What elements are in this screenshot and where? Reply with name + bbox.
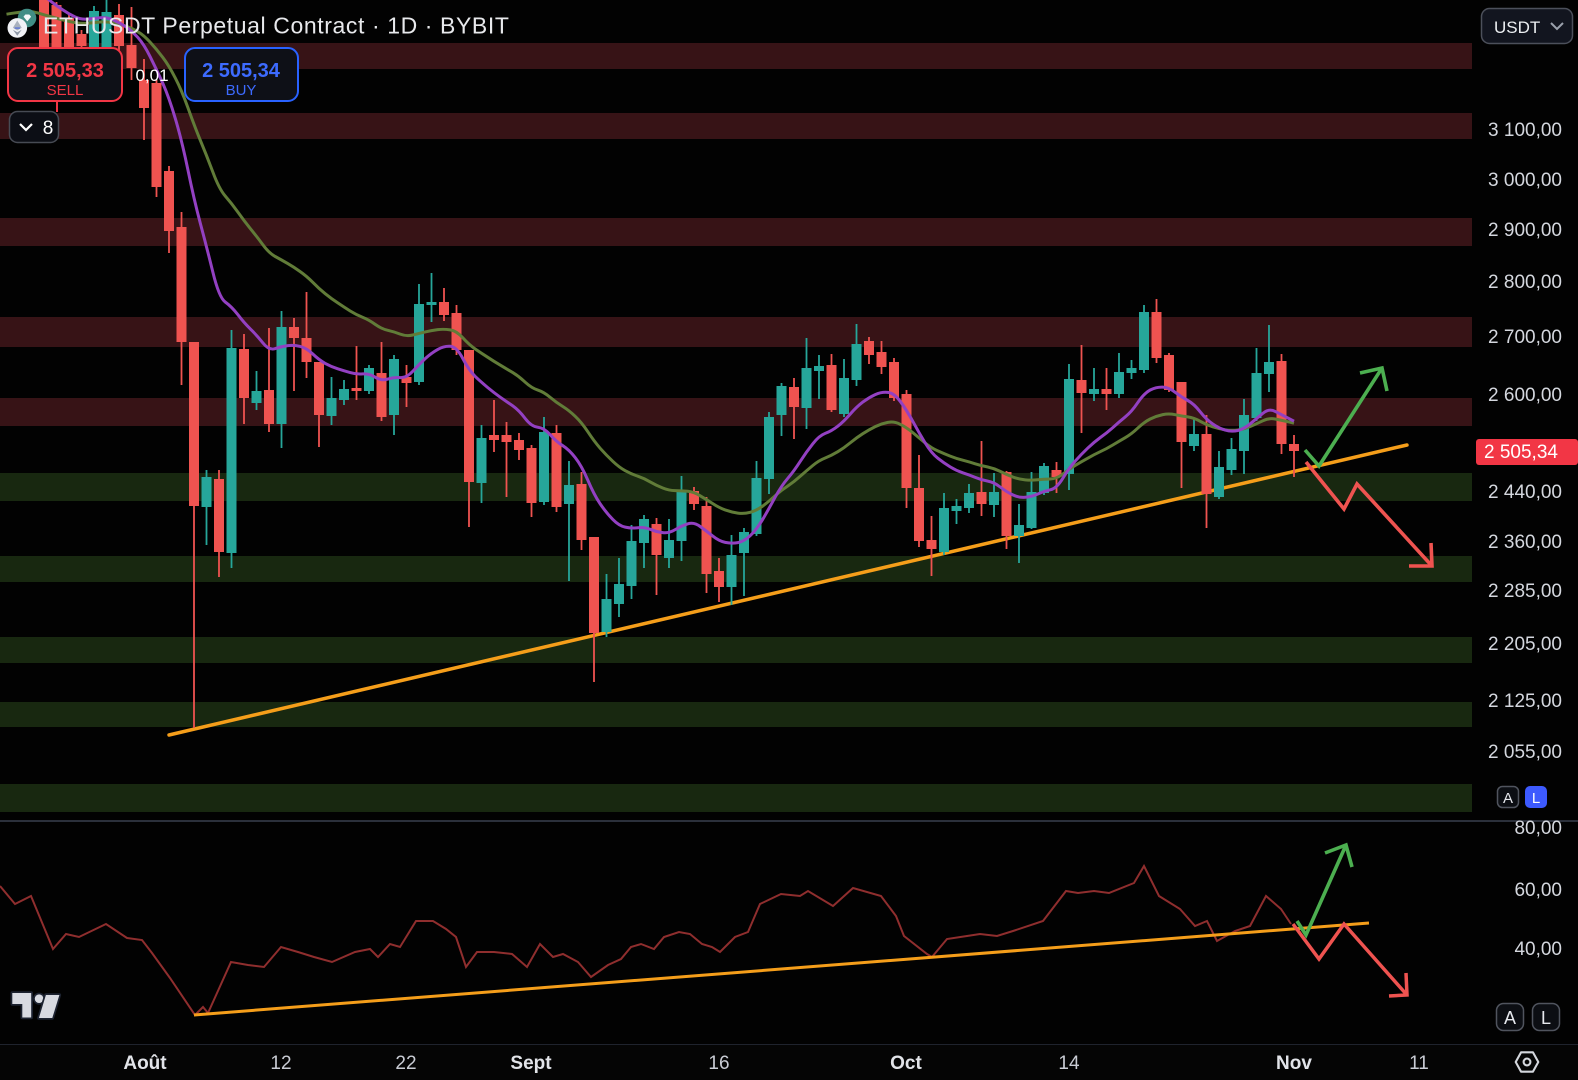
- svg-text:2 505,33: 2 505,33: [26, 60, 104, 82]
- svg-text:Oct: Oct: [890, 1053, 922, 1074]
- svg-text:2 360,00: 2 360,00: [1488, 532, 1562, 553]
- svg-text:2 505,34: 2 505,34: [1484, 442, 1558, 463]
- svg-text:2 285,00: 2 285,00: [1488, 581, 1562, 602]
- svg-text:2 125,00: 2 125,00: [1488, 691, 1562, 712]
- svg-text:ETHUSDT Perpetual Contract · 1: ETHUSDT Perpetual Contract · 1D · BYBIT: [43, 13, 510, 39]
- svg-text:22: 22: [395, 1053, 416, 1074]
- svg-text:Nov: Nov: [1276, 1053, 1312, 1074]
- svg-text:SELL: SELL: [47, 82, 84, 99]
- svg-text:2 505,34: 2 505,34: [202, 60, 281, 82]
- svg-text:80,00: 80,00: [1514, 818, 1562, 839]
- svg-text:USDT: USDT: [1494, 18, 1540, 37]
- svg-text:14: 14: [1058, 1053, 1080, 1074]
- svg-text:8: 8: [43, 118, 54, 139]
- svg-text:2 600,00: 2 600,00: [1488, 385, 1562, 406]
- svg-text:Août: Août: [123, 1053, 167, 1074]
- svg-text:2 205,00: 2 205,00: [1488, 634, 1562, 655]
- svg-text:3 000,00: 3 000,00: [1488, 170, 1562, 191]
- svg-text:0,01: 0,01: [135, 66, 168, 85]
- svg-text:BUY: BUY: [226, 82, 257, 99]
- svg-text:2 900,00: 2 900,00: [1488, 220, 1562, 241]
- svg-text:40,00: 40,00: [1514, 939, 1562, 960]
- svg-text:2 440,00: 2 440,00: [1488, 482, 1562, 503]
- svg-text:Sept: Sept: [510, 1053, 552, 1074]
- svg-text:2 800,00: 2 800,00: [1488, 272, 1562, 293]
- svg-text:11: 11: [1409, 1053, 1429, 1074]
- svg-text:2 700,00: 2 700,00: [1488, 327, 1562, 348]
- svg-text:L: L: [1541, 1008, 1551, 1028]
- svg-text:2 055,00: 2 055,00: [1488, 742, 1562, 763]
- svg-text:L: L: [1532, 790, 1540, 807]
- svg-text:A: A: [1504, 1008, 1516, 1028]
- svg-text:3 100,00: 3 100,00: [1488, 120, 1562, 141]
- svg-text:A: A: [1503, 790, 1513, 807]
- svg-text:12: 12: [270, 1053, 291, 1074]
- svg-text:60,00: 60,00: [1514, 880, 1562, 901]
- svg-text:16: 16: [708, 1053, 729, 1074]
